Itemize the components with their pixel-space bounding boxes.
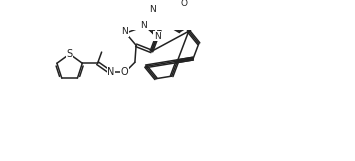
Text: O: O — [121, 67, 129, 77]
Text: N: N — [121, 28, 128, 37]
Text: N: N — [107, 67, 114, 77]
Text: N: N — [154, 32, 160, 41]
Text: N: N — [140, 21, 147, 30]
Text: O: O — [181, 0, 188, 9]
Text: N: N — [149, 5, 156, 14]
Text: S: S — [66, 49, 73, 59]
